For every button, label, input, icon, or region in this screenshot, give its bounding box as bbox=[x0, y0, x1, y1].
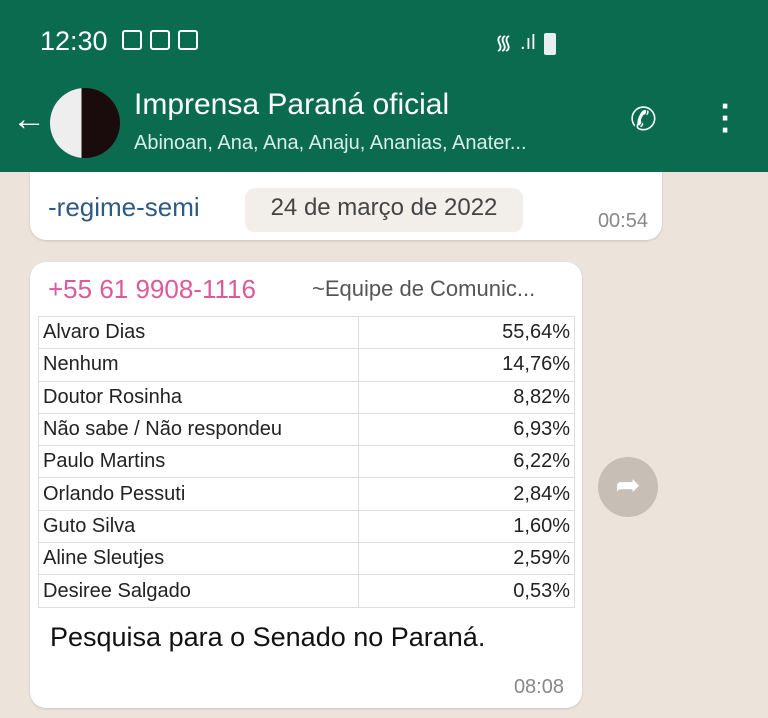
poll-table: Alvaro Dias 55,64% Nenhum 14,76% Doutor Rosi… bbox=[38, 315, 575, 608]
table-row: Aline Sleutjes 2,59% bbox=[38, 542, 575, 576]
incognito-icon bbox=[150, 30, 170, 50]
table-row: Nenhum 14,76% bbox=[38, 348, 575, 382]
sender-name: ~Equipe de Comunic... bbox=[312, 276, 536, 301]
candidate-cell: Aline Sleutjes bbox=[38, 542, 359, 576]
percent-cell: 6,22% bbox=[358, 445, 575, 479]
battery-icon bbox=[543, 33, 556, 55]
percent-cell: 8,82% bbox=[358, 380, 575, 414]
wifi-icon: ᯾ bbox=[495, 32, 513, 54]
percent-cell: 14,76% bbox=[358, 348, 575, 382]
table-row: Guto Silva 1,60% bbox=[38, 509, 575, 544]
forward-icon: ➦ bbox=[615, 469, 641, 502]
message-time: 00:54 bbox=[597, 210, 648, 232]
message-bubble[interactable]: +55 61 9908-1116 ~Equipe de Comunic... A… bbox=[30, 262, 582, 708]
app-header: 12:30 ᯾ .ıl ← Imprensa Paraná oficial Abi… bbox=[0, 0, 768, 172]
message-link[interactable]: -regime-semi bbox=[48, 192, 200, 222]
percent-cell: 6,93% bbox=[358, 412, 575, 447]
gallery-icon bbox=[122, 30, 142, 50]
candidate-cell: Não sabe / Não respondeu bbox=[38, 412, 359, 447]
status-time: 12:30 bbox=[40, 26, 108, 56]
percent-cell: 2,84% bbox=[358, 477, 575, 511]
candidate-cell: Nenhum bbox=[38, 348, 359, 382]
percent-cell: 1,60% bbox=[358, 509, 575, 544]
candidate-cell: Orlando Pessuti bbox=[38, 477, 359, 511]
chat-participants[interactable]: Abinoan, Ana, Ana, Anaju, Ananias, Anate… bbox=[134, 132, 527, 154]
table-row: Não sabe / Não respondeu 6,93% bbox=[38, 412, 575, 447]
table-row: Alvaro Dias 55,64% bbox=[38, 315, 575, 350]
date-separator: 24 de março de 2022 bbox=[245, 188, 523, 232]
sender-phone[interactable]: +55 61 9908-1116 bbox=[48, 274, 256, 304]
message-caption: Pesquisa para o Senado no Paraná. bbox=[50, 622, 486, 652]
voicemail-icon bbox=[178, 30, 198, 50]
percent-cell: 55,64% bbox=[358, 315, 575, 350]
percent-cell: 0,53% bbox=[358, 574, 575, 608]
add-call-icon[interactable]: ✆ bbox=[630, 101, 657, 137]
candidate-cell: Doutor Rosinha bbox=[38, 380, 359, 414]
avatar[interactable] bbox=[50, 88, 120, 158]
percent-cell: 2,59% bbox=[358, 542, 575, 576]
table-row: Paulo Martins 6,22% bbox=[38, 445, 575, 479]
message-time: 08:08 bbox=[513, 676, 564, 698]
more-options-icon[interactable]: · · · bbox=[720, 88, 732, 148]
candidate-cell: Alvaro Dias bbox=[38, 315, 359, 350]
candidate-cell: Paulo Martins bbox=[38, 445, 359, 479]
forward-button[interactable]: ➦ bbox=[598, 457, 658, 517]
table-row: Orlando Pessuti 2,84% bbox=[38, 477, 575, 511]
back-arrow-icon[interactable]: ← bbox=[12, 100, 46, 138]
chat-title[interactable]: Imprensa Paraná oficial bbox=[134, 88, 450, 121]
candidate-cell: Guto Silva bbox=[38, 509, 359, 544]
candidate-cell: Desiree Salgado bbox=[38, 574, 359, 608]
table-row: Desiree Salgado 0,53% bbox=[38, 574, 575, 608]
table-row: Doutor Rosinha 8,82% bbox=[38, 380, 575, 414]
signal-icon: .ıl bbox=[520, 32, 536, 54]
